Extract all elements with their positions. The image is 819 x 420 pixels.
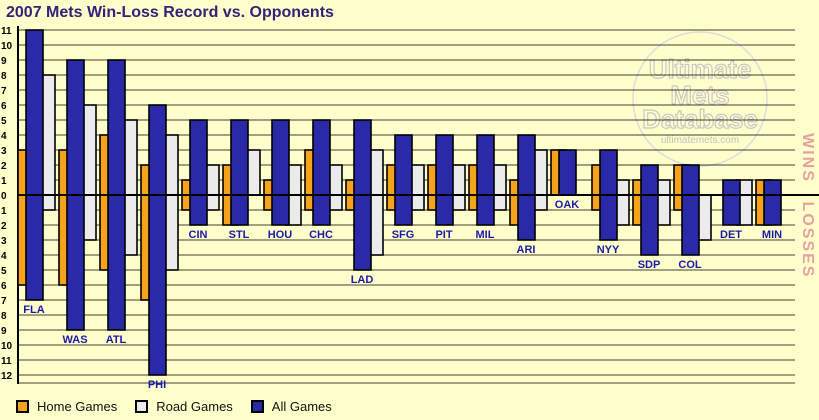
y-tick-label: 11 [1,356,12,367]
bar-all-fla [25,29,44,301]
bar-all-mil [476,134,495,226]
y-tick-label: 4 [1,251,7,262]
team-label-cin: CIN [189,229,208,241]
bars-layer [17,29,782,376]
team-label-atl: ATL [106,334,127,346]
legend-item-home: Home Games [16,399,117,414]
team-label-sfg: SFG [392,229,415,241]
chart-title: 2007 Mets Win-Loss Record vs. Opponents [6,4,334,21]
team-label-sdp: SDP [638,259,661,271]
legend-label-home: Home Games [37,399,118,414]
y-tick-label: 8 [1,71,7,82]
y-tick-label: 7 [1,86,7,97]
y-tick-label: 11 [1,26,12,37]
watermark-url: ultimatemets.com [661,135,739,146]
y-tick-label: 6 [1,101,7,112]
team-label-min: MIN [762,229,782,241]
bar-all-det [722,179,741,226]
legend-item-road: Road Games [135,399,233,414]
bar-all-pit [435,134,454,226]
legend-swatch-home [16,400,29,413]
bar-all-ari [517,134,536,241]
y-tick-label: 9 [1,56,7,67]
watermark-text-line3: Database [642,104,758,134]
bar-all-oak [558,149,577,196]
losses-side-label: LOSSES [799,202,816,279]
bar-all-min [763,179,782,226]
y-tick-label: 0 [1,191,7,202]
team-label-oak: OAK [555,199,580,211]
y-tick-label: 12 [1,371,13,382]
y-tick-label: 10 [1,41,13,52]
y-tick-label: 3 [1,146,7,157]
y-tick-label: 10 [1,341,13,352]
y-tick-label: 9 [1,326,7,337]
wins-side-label: WINS [799,133,816,183]
watermark-text-line1: Ultimate [649,54,752,84]
legend-item-all: All Games [250,399,332,414]
y-tick-label: 1 [1,176,7,187]
team-label-stl: STL [229,229,250,241]
team-label-hou: HOU [268,229,293,241]
y-tick-label: 5 [1,266,7,277]
team-label-phi: PHI [148,379,166,391]
bar-all-col [681,164,700,256]
watermark-logo: Ultimate Mets Database ultimatemets.com [632,31,768,167]
team-label-chc: CHC [309,229,333,241]
legend-label-all: All Games [271,399,332,414]
team-label-nyy: NYY [597,244,620,256]
y-tick-label: 1 [1,206,7,217]
legend-swatch-road [135,400,149,413]
bar-all-sfg [394,134,413,226]
team-label-mil: MIL [476,229,495,241]
y-tick-label: 5 [1,116,7,127]
team-label-lad: LAD [351,274,374,286]
team-labels: FLA WAS ATL PHI CIN STL HOU CHC LAD SFG PIT MIL ARI O… [23,199,782,391]
team-label-col: COL [678,259,702,271]
bar-all-cin [189,119,208,226]
bar-all-hou [271,119,290,226]
y-tick-label: 2 [1,161,7,172]
team-label-pit: PIT [435,229,452,241]
team-label-fla: FLA [23,304,44,316]
bar-all-sdp [640,164,659,256]
team-label-det: DET [720,229,742,241]
y-tick-label: 7 [1,296,7,307]
y-tick-label: 6 [1,281,7,292]
y-tick-label: 4 [1,131,7,142]
y-tick-label: 3 [1,236,7,247]
legend: Home Games Road Games All Games [16,399,350,414]
y-tick-label: 8 [1,311,7,322]
legend-label-road: Road Games [156,399,233,414]
team-label-ari: ARI [517,244,536,256]
y-tick-label: 2 [1,221,7,232]
bar-all-phi [148,104,167,376]
team-label-was: WAS [62,334,87,346]
bar-all-stl [230,119,249,226]
bar-all-chc [312,119,331,226]
legend-swatch-all [250,400,264,413]
